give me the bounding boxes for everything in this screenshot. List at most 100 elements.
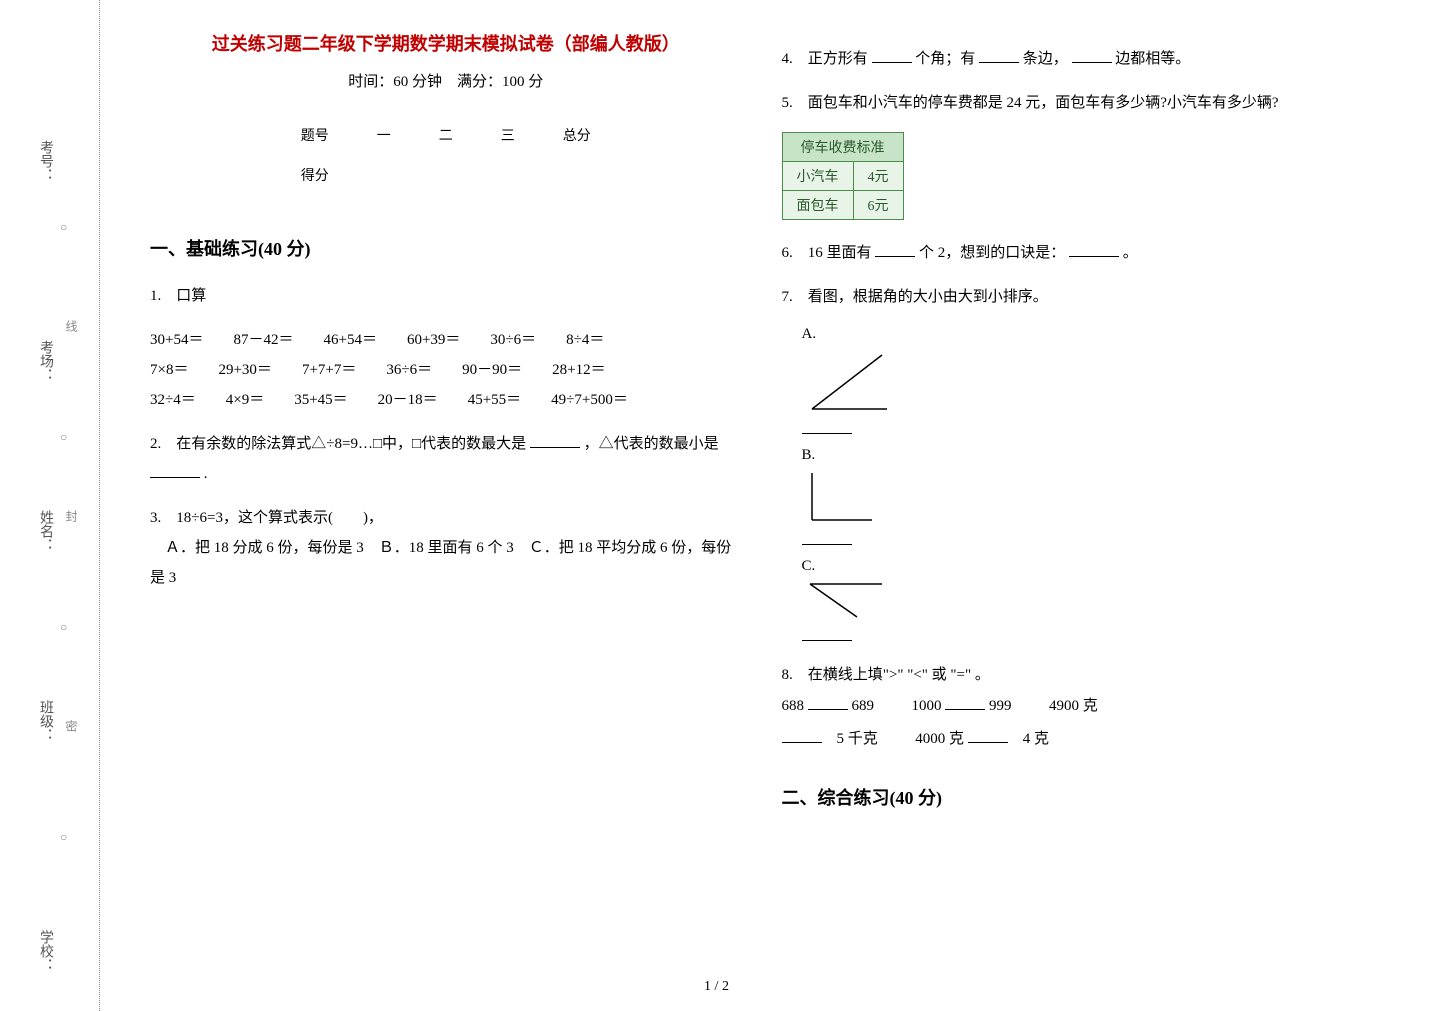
- q3-options: Ａ．把 18 分成 6 份，每份是 3 Ｂ．18 里面有 6 个 3 Ｃ．把 1…: [150, 533, 742, 593]
- score-header-cell: 总分: [539, 115, 615, 155]
- calc-item: 30+54＝: [150, 325, 203, 355]
- q7-text: 7. 看图，根据角的大小由大到小排序。: [782, 282, 1374, 312]
- q5-text: 5. 面包车和小汽车的停车费都是 24 元，面包车有多少辆?小汽车有多少辆?: [782, 88, 1374, 118]
- blank: [872, 48, 912, 63]
- right-column: 4. 正方形有 个角；有 条边， 边都相等。 5. 面包车和小汽车的停车费都是 …: [762, 30, 1394, 991]
- page-content: 过关练习题二年级下学期数学期末模拟试卷（部编人教版） 时间：60 分钟 满分：1…: [100, 0, 1433, 1011]
- q8-val: 4900 克: [1049, 698, 1098, 714]
- section-1-title: 一、基础练习(40 分): [150, 235, 742, 261]
- angle-c-svg: [802, 579, 892, 624]
- calc-item: 90－90＝: [462, 355, 522, 385]
- calc-item: 29+30＝: [218, 355, 271, 385]
- calc-item: 36÷6＝: [386, 355, 432, 385]
- q5: 5. 面包车和小汽车的停车费都是 24 元，面包车有多少辆?小汽车有多少辆?: [782, 88, 1374, 118]
- q4-text: 4. 正方形有: [782, 51, 868, 67]
- page-number: 1 / 2: [704, 979, 729, 995]
- parking-header: 停车收费标准: [782, 133, 903, 162]
- score-table: 题号 一 二 三 总分 得分: [277, 115, 615, 195]
- margin-seal-2: 封: [63, 510, 80, 530]
- q1-calc-grid: 32÷4＝ 4×9＝ 35+45＝ 20－18＝ 45+55＝ 49÷7+500…: [150, 385, 742, 415]
- margin-label-class: 班级：: [35, 700, 55, 742]
- calc-item: 28+12＝: [552, 355, 605, 385]
- q4-text: 边都相等。: [1115, 51, 1190, 67]
- q8-row: 688 689 1000 999 4900 克: [782, 690, 1374, 723]
- calc-item: 20－18＝: [378, 385, 438, 415]
- calc-item: 45+55＝: [468, 385, 521, 415]
- angle-label-a: A.: [802, 326, 1374, 343]
- angle-label-b: B.: [802, 447, 1374, 464]
- blank: [1072, 48, 1112, 63]
- score-header-cell: 三: [477, 115, 539, 155]
- q8-val: 4 克: [1023, 731, 1049, 747]
- blank: [782, 728, 822, 743]
- blank: [1069, 242, 1119, 257]
- angle-label-c: C.: [802, 558, 1374, 575]
- q1-calc-grid: 7×8＝ 29+30＝ 7+7+7＝ 36÷6＝ 90－90＝ 28+12＝: [150, 355, 742, 385]
- blank: [150, 463, 200, 478]
- parking-cell: 4元: [853, 162, 903, 191]
- margin-label-school: 学校：: [35, 930, 55, 972]
- q6-text: 6. 16 里面有: [782, 245, 872, 261]
- score-header-cell: 二: [415, 115, 477, 155]
- q8-val: 688: [782, 698, 805, 714]
- q8-val: 999: [989, 698, 1012, 714]
- q4-text: 个角；有: [915, 51, 975, 67]
- score-value-row: 得分: [277, 155, 615, 195]
- q1-label: 1. 口算: [150, 281, 742, 311]
- q3-text: 3. 18÷6=3，这个算式表示( )，: [150, 503, 742, 533]
- q6-text: 个 2，想到的口诀是：: [919, 245, 1065, 261]
- calc-item: 30÷6＝: [490, 325, 536, 355]
- angle-a-svg: [802, 347, 892, 417]
- q4-text: 条边，: [1023, 51, 1068, 67]
- score-value-cell: [539, 155, 615, 195]
- calc-item: 32÷4＝: [150, 385, 196, 415]
- q2-text: ，△代表的数最小是: [584, 436, 719, 452]
- calc-item: 8÷4＝: [566, 325, 604, 355]
- q6-text: 。: [1123, 245, 1138, 261]
- q1-calc-grid: 30+54＝ 87－42＝ 46+54＝ 60+39＝ 30÷6＝ 8÷4＝: [150, 325, 742, 355]
- q4: 4. 正方形有 个角；有 条边， 边都相等。: [782, 44, 1374, 74]
- score-header-row: 题号 一 二 三 总分: [277, 115, 615, 155]
- q2: 2. 在有余数的除法算式△÷8=9…□中，□代表的数最大是 ，△代表的数最小是 …: [150, 429, 742, 489]
- section-2-title: 二、综合练习(40 分): [782, 784, 1374, 810]
- margin-circle: ○: [60, 430, 67, 445]
- left-column: 过关练习题二年级下学期数学期末模拟试卷（部编人教版） 时间：60 分钟 满分：1…: [130, 30, 762, 991]
- calc-item: 35+45＝: [294, 385, 347, 415]
- blank: [945, 695, 985, 710]
- calc-item: 87－42＝: [233, 325, 293, 355]
- parking-cell: 小汽车: [782, 162, 853, 191]
- score-header-cell: 题号: [277, 115, 353, 155]
- exam-subtitle: 时间：60 分钟 满分：100 分: [150, 70, 742, 91]
- q8-val: 4000 克: [915, 731, 964, 747]
- blank: [968, 728, 1008, 743]
- q8-val: 689: [852, 698, 875, 714]
- margin-label-exam-id: 考号：: [35, 140, 55, 182]
- parking-fee-table: 停车收费标准 小汽车 4元 面包车 6元: [782, 132, 904, 220]
- q2-text: .: [204, 466, 208, 482]
- q2-text: 2. 在有余数的除法算式△÷8=9…□中，□代表的数最大是: [150, 436, 526, 452]
- q3: 3. 18÷6=3，这个算式表示( )， Ａ．把 18 分成 6 份，每份是 3…: [150, 503, 742, 593]
- margin-circle: ○: [60, 620, 67, 635]
- q8: 8. 在横线上填">" "<" 或 "=" 。 688 689 1000 999…: [782, 660, 1374, 756]
- score-header-cell: 一: [353, 115, 415, 155]
- exam-title: 过关练习题二年级下学期数学期末模拟试卷（部编人教版）: [150, 30, 742, 56]
- blank: [530, 433, 580, 448]
- calc-item: 7+7+7＝: [302, 355, 356, 385]
- calc-item: 7×8＝: [150, 355, 188, 385]
- calc-item: 46+54＝: [323, 325, 376, 355]
- q7: 7. 看图，根据角的大小由大到小排序。: [782, 282, 1374, 312]
- q8-text: 8. 在横线上填">" "<" 或 "=" 。: [782, 660, 1374, 690]
- margin-circle: ○: [60, 220, 67, 235]
- margin-seal-1: 线: [63, 320, 80, 340]
- blank: [802, 544, 852, 545]
- parking-cell: 面包车: [782, 191, 853, 220]
- score-value-cell: [415, 155, 477, 195]
- parking-cell: 6元: [853, 191, 903, 220]
- blank: [979, 48, 1019, 63]
- blank: [808, 695, 848, 710]
- calc-item: 4×9＝: [226, 385, 264, 415]
- calc-item: 49÷7+500＝: [551, 385, 628, 415]
- blank: [802, 640, 852, 641]
- blank: [802, 433, 852, 434]
- q6: 6. 16 里面有 个 2，想到的口诀是： 。: [782, 238, 1374, 268]
